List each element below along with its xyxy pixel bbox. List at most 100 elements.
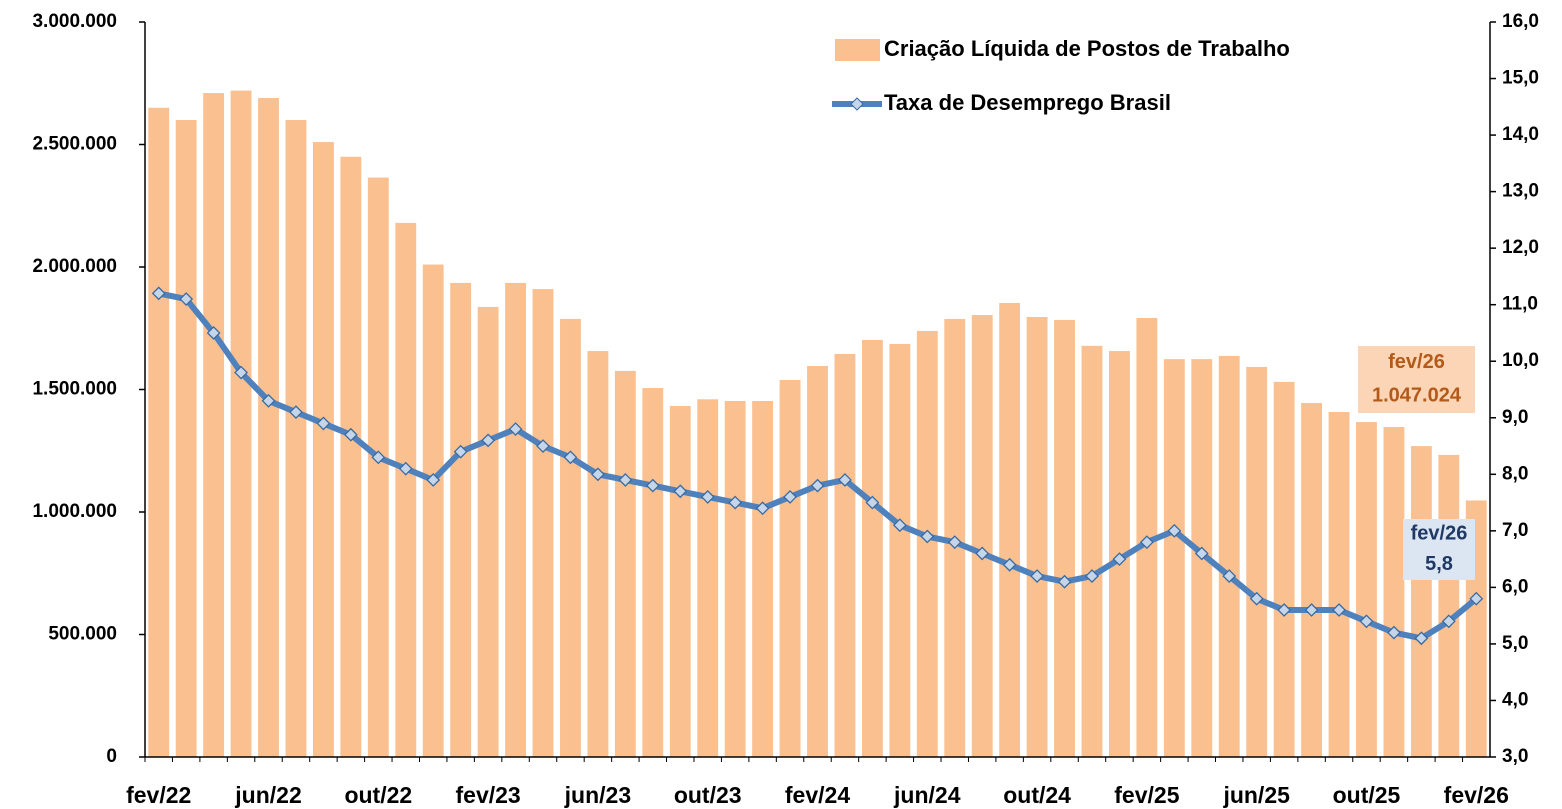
x-tick-label: out/22 — [344, 782, 412, 808]
y2-tick-label: 4,0 — [1502, 689, 1528, 710]
x-tick-label: out/23 — [674, 782, 742, 808]
bar — [889, 343, 911, 757]
bar — [971, 315, 993, 757]
y2-tick-label: 13,0 — [1502, 181, 1539, 202]
marker — [1249, 591, 1264, 606]
y-tick-label: 2.500.000 — [32, 134, 117, 155]
bar — [203, 93, 225, 758]
annotation-box — [1358, 346, 1475, 413]
marker — [1030, 569, 1045, 583]
y2-tick-label: 15,0 — [1502, 68, 1539, 89]
bar — [1438, 454, 1460, 757]
marker — [1222, 569, 1237, 583]
marker — [838, 473, 852, 487]
marker — [261, 393, 276, 408]
bar — [587, 351, 609, 757]
marker — [1057, 574, 1072, 589]
marker — [151, 286, 166, 301]
x-tick-label: fev/22 — [126, 782, 191, 808]
y2-tick-label: 8,0 — [1502, 463, 1528, 484]
bar — [560, 318, 581, 757]
marker — [1332, 603, 1346, 617]
marker — [1441, 614, 1456, 629]
marker — [645, 478, 660, 493]
marker — [1414, 631, 1429, 646]
y2-tick-label: 11,0 — [1502, 294, 1538, 315]
bar — [258, 97, 279, 757]
x-tick-label: jun/22 — [234, 782, 301, 808]
marker — [481, 433, 496, 448]
annotation-text: fev/26 — [1411, 523, 1468, 545]
bar — [505, 282, 526, 757]
y-tick-label: 3.000.000 — [32, 11, 117, 32]
bar — [148, 107, 170, 757]
y-tick-label: 1.500.000 — [32, 379, 117, 400]
legend-label: Criação Líquida de Postos de Trabalho — [884, 36, 1290, 61]
bar — [834, 353, 856, 757]
bar — [1218, 355, 1240, 757]
y-tick-label: 500.000 — [48, 624, 117, 645]
marker — [563, 450, 578, 465]
marker — [975, 546, 990, 561]
marker — [1277, 603, 1292, 617]
y-tick-label: 2.000.000 — [32, 256, 117, 277]
bar — [724, 401, 746, 757]
bar — [1328, 412, 1350, 757]
marker — [234, 365, 248, 380]
y-tick-label: 0 — [106, 746, 117, 767]
bar — [422, 264, 444, 757]
bar — [1026, 316, 1048, 757]
y2-tick-label: 12,0 — [1502, 237, 1539, 258]
bar — [450, 282, 472, 757]
legend-label: Taxa de Desemprego Brasil — [884, 90, 1171, 115]
marker — [179, 292, 194, 306]
marker — [590, 467, 605, 482]
annotation-text: fev/26 — [1388, 351, 1445, 373]
bar — [1383, 426, 1405, 757]
marker — [892, 518, 907, 533]
marker — [783, 490, 797, 504]
bar — [1410, 446, 1432, 757]
bar — [1054, 319, 1075, 757]
marker — [371, 450, 386, 465]
marker — [1359, 614, 1374, 629]
x-tick-label: jun/24 — [893, 782, 961, 808]
bar — [175, 120, 197, 757]
legend-marker — [850, 97, 864, 111]
marker — [810, 478, 825, 493]
marker — [700, 490, 715, 504]
marker — [947, 535, 962, 550]
bar — [340, 156, 362, 757]
marker — [316, 416, 331, 431]
marker — [508, 422, 523, 436]
bar — [1273, 381, 1295, 757]
marker — [453, 444, 468, 459]
bar — [697, 399, 719, 757]
bar — [1356, 422, 1377, 757]
marker — [1139, 535, 1154, 550]
marker — [536, 439, 550, 453]
bar — [532, 289, 554, 757]
y2-tick-label: 6,0 — [1502, 576, 1528, 597]
bar — [477, 306, 499, 757]
bar — [807, 365, 828, 757]
y-tick-label: 1.000.000 — [32, 501, 117, 522]
bar — [916, 330, 938, 757]
y2-tick-label: 10,0 — [1502, 350, 1539, 371]
bar — [230, 90, 252, 758]
bar — [367, 177, 389, 757]
marker — [398, 461, 413, 476]
bar — [669, 405, 691, 757]
marker — [289, 405, 303, 420]
bar — [752, 401, 774, 757]
marker — [1304, 603, 1319, 617]
marker — [1387, 625, 1401, 640]
bar — [1163, 359, 1185, 757]
y2-tick-label: 7,0 — [1502, 520, 1528, 541]
bar — [395, 222, 417, 757]
bar — [1301, 402, 1323, 757]
annotation-text: 5,8 — [1425, 553, 1453, 575]
marker — [426, 473, 441, 487]
x-tick-label: fev/23 — [456, 782, 521, 808]
